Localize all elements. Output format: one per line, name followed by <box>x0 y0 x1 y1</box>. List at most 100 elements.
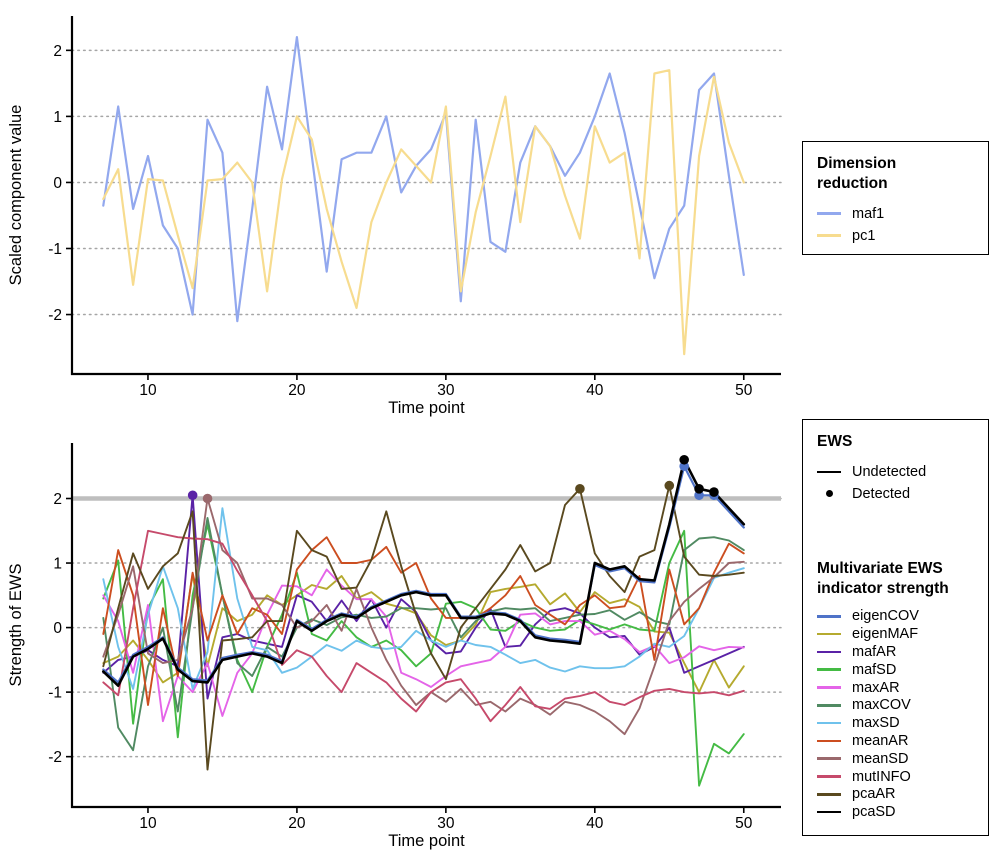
line-swatch-icon <box>817 650 841 654</box>
legend-item-undetected: Undetected <box>817 461 974 483</box>
legend-dimension-reduction: Dimension reduction maf1 pc1 <box>802 141 989 255</box>
line-swatch-icon <box>817 632 841 636</box>
legend-item-meanSD: meanSD <box>817 750 974 768</box>
legend-item-maf1: maf1 <box>817 203 974 225</box>
y-tick-label-1: 1 <box>53 556 62 573</box>
y-tick-label--2: -2 <box>48 749 62 766</box>
y-tick-label-1: 1 <box>53 109 62 126</box>
legend-item-detected: Detected <box>817 483 974 505</box>
legend-item-maxCOV: maxCOV <box>817 696 974 714</box>
series-line-pcaSD <box>102 458 746 687</box>
legend-item-maf1-label: maf1 <box>852 205 885 222</box>
y-tick-label-2: 2 <box>53 491 62 508</box>
legend-item-maxAR-label: maxAR <box>852 679 900 696</box>
line-swatch-icon <box>817 234 841 237</box>
line-swatch-icon <box>817 739 841 743</box>
legend-item-mutINFO: mutINFO <box>817 768 974 786</box>
series-line-maxCOV <box>102 516 745 752</box>
legend-item-eigenCOV-label: eigenCOV <box>852 608 919 625</box>
legend-item-mafSD: mafSD <box>817 661 974 679</box>
x-tick-label-40: 40 <box>586 815 604 832</box>
legend-item-pcaAR-label: pcaAR <box>852 786 896 803</box>
legend-item-mafAR: mafAR <box>817 643 974 661</box>
y-tick-label--1: -1 <box>48 241 62 258</box>
legend-item-eigenMAF: eigenMAF <box>817 625 974 643</box>
legend-item-undetected-label: Undetected <box>852 463 927 480</box>
line-swatch-icon <box>817 810 841 814</box>
legend-item-maxSD: maxSD <box>817 714 974 732</box>
x-tick-label-30: 30 <box>437 815 455 832</box>
legend-item-eigenCOV: eigenCOV <box>817 607 974 625</box>
detected-point-pcaAR-39 <box>575 484 585 494</box>
top-y-axis-title: Scaled component value <box>7 105 25 286</box>
series-line-maxAR <box>102 568 745 723</box>
y-tick-label--1: -1 <box>48 685 62 702</box>
legend-item-meanAR-label: meanAR <box>852 732 909 749</box>
series-line-pc1 <box>102 69 745 356</box>
line-swatch-icon <box>817 668 841 672</box>
series-line-mafAR <box>102 494 745 700</box>
series-line-meanSD <box>102 497 745 736</box>
top-x-axis-title: Time point <box>388 399 465 417</box>
legend-item-pcaAR: pcaAR <box>817 785 974 803</box>
y-tick-label-2: 2 <box>53 43 62 60</box>
series-line-meanAR <box>102 536 745 706</box>
y-tick-label--2: -2 <box>48 307 62 324</box>
bottom-x-axis-title: Time point <box>388 832 465 850</box>
x-tick-label-40: 40 <box>586 382 604 399</box>
legend-item-maxCOV-label: maxCOV <box>852 697 911 714</box>
detected-point-pcaSD-48 <box>709 487 719 497</box>
series-line-maf1 <box>102 36 745 323</box>
line-swatch-icon <box>817 721 841 725</box>
y-tick-label-0: 0 <box>53 620 62 637</box>
series-line-mafSD <box>102 523 745 787</box>
detected-dot-icon <box>817 490 841 498</box>
line-swatch-icon <box>817 686 841 689</box>
x-tick-label-20: 20 <box>288 815 306 832</box>
line-swatch-icon <box>817 470 841 474</box>
series-line-mutINFO <box>102 529 745 723</box>
top-panel: 10 20 30 40 50 -2 -1 0 1 2 Time point Scaled compon… <box>7 16 782 417</box>
legend-dimension-reduction-title: Dimension reduction <box>817 155 897 192</box>
legend-item-maxSD-label: maxSD <box>852 715 900 732</box>
series-line-pcaAR <box>102 484 745 771</box>
legend-ews-and-indicators: EWS Undetected Detected Multivariate EWS i… <box>802 419 989 836</box>
legend-dimension-reduction-items: maf1 pc1 <box>817 203 974 247</box>
legend-item-mutINFO-label: mutINFO <box>852 768 911 785</box>
detected-point-mafAR-13 <box>187 490 198 501</box>
bottom-y-axis-title: Strength of EWS <box>7 564 25 687</box>
line-swatch-icon <box>817 704 841 707</box>
line-swatch-icon <box>817 775 841 778</box>
legend-item-detected-label: Detected <box>852 485 911 502</box>
x-tick-label-50: 50 <box>735 382 753 399</box>
line-swatch-icon <box>817 793 841 796</box>
detected-point-pcaSD-47 <box>694 484 704 494</box>
x-tick-label-50: 50 <box>735 815 753 832</box>
detected-point-pcaAR-45 <box>664 480 675 491</box>
legend-item-pc1-label: pc1 <box>852 227 876 244</box>
legend-item-mafAR-label: mafAR <box>852 643 897 660</box>
line-swatch-icon <box>817 212 841 215</box>
legend-item-eigenMAF-label: eigenMAF <box>852 626 919 643</box>
legend-item-mafSD-label: mafSD <box>852 661 897 678</box>
y-tick-label-0: 0 <box>53 175 62 192</box>
detected-point-pcaSD-46 <box>679 454 689 465</box>
legend-ews-title: EWS <box>817 433 853 450</box>
legend-item-meanAR: meanAR <box>817 732 974 750</box>
x-tick-label-10: 10 <box>139 382 157 399</box>
line-swatch-icon <box>817 757 841 761</box>
legend-item-maxAR: maxAR <box>817 679 974 697</box>
detected-point-meanSD-14 <box>202 493 213 504</box>
x-tick-label-30: 30 <box>437 382 455 399</box>
line-swatch-icon <box>817 615 841 618</box>
legend-item-pcaSD: pcaSD <box>817 803 974 821</box>
legend-item-pcaSD-label: pcaSD <box>852 804 896 821</box>
legend-item-meanSD-label: meanSD <box>852 750 909 767</box>
x-tick-label-20: 20 <box>288 382 306 399</box>
bottom-panel: 10 20 30 40 50 -2 -1 0 1 2 Time point Strength of E… <box>7 443 782 850</box>
legend-multivariate-items: eigenCOV eigenMAF mafAR mafSD maxAR maxCOV max… <box>817 607 974 821</box>
x-tick-label-10: 10 <box>139 815 157 832</box>
legend-multivariate-title: Multivariate EWS indicator strength <box>817 559 949 597</box>
